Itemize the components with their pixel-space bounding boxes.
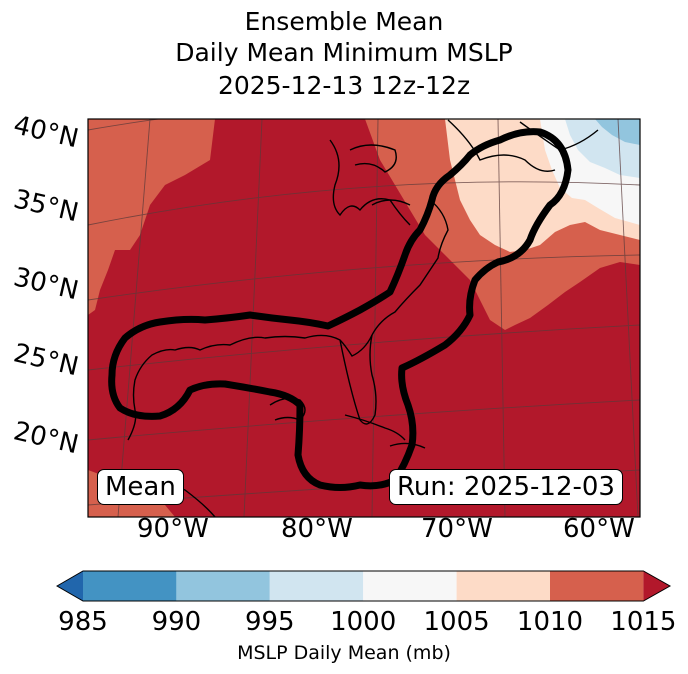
colorbar-segment-995 — [269, 571, 364, 601]
colorbar-tick-1015: 1015 — [610, 607, 677, 637]
lon-label-70w: 70°W — [421, 514, 493, 544]
colorbar-segment-985 — [83, 571, 177, 601]
colorbar-extend-high — [643, 571, 670, 601]
lon-label-90w: 90°W — [137, 514, 209, 544]
colorbar-segment-990 — [176, 571, 270, 601]
title-line-2: Daily Mean Minimum MSLP — [175, 38, 513, 67]
pressure-band-990 — [595, 119, 640, 145]
lon-label-60w: 60°W — [563, 514, 635, 544]
title-line-3: 2025-12-13 12z-12z — [217, 71, 471, 100]
colorbar-segment-1010 — [550, 571, 644, 601]
map-frame — [87, 118, 641, 518]
title-line-1: Ensemble Mean — [244, 7, 444, 36]
colorbar-segment-1005 — [456, 571, 550, 601]
colorbar-label: MSLP Daily Mean (mb) — [237, 642, 451, 664]
colorbar-tick-1000: 1000 — [330, 607, 397, 637]
pressure-band-1010-west — [88, 119, 215, 315]
map-panel — [88, 119, 640, 517]
colorbar-segment-1000 — [363, 571, 457, 601]
colorbar-tick-985: 985 — [58, 607, 108, 637]
colorbar-tick-1010: 1010 — [516, 607, 584, 637]
colorbar-tick-995: 995 — [244, 607, 295, 637]
colorbar-tick-990: 990 — [151, 607, 202, 637]
colorbar-tick-1005: 1005 — [423, 607, 490, 637]
mean-badge: Mean — [97, 469, 184, 505]
colorbar — [55, 570, 672, 602]
min-mslp-contour — [108, 128, 572, 491]
run-date-badge: Run: 2025-12-03 — [389, 469, 623, 505]
lon-label-80w: 80°W — [281, 514, 353, 544]
colorbar-extend-low — [57, 571, 83, 601]
